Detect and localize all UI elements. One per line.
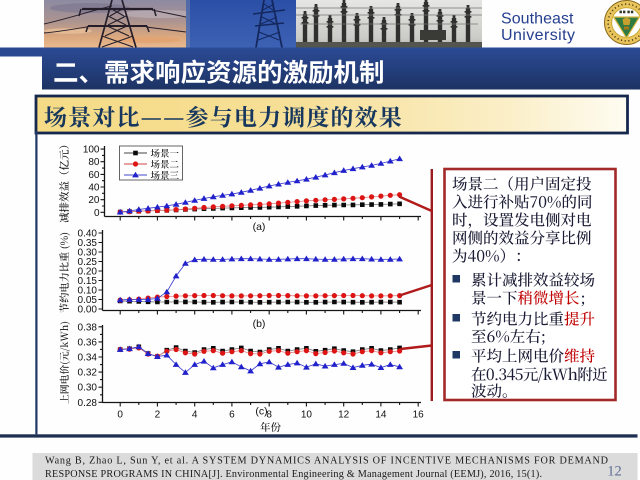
svg-text:20: 20 <box>88 195 100 206</box>
svg-text:0.15: 0.15 <box>78 276 98 287</box>
svg-text:0: 0 <box>94 208 100 219</box>
svg-text:University: University <box>501 27 575 44</box>
svg-text:4: 4 <box>192 410 198 421</box>
svg-text:2: 2 <box>155 410 161 421</box>
svg-text:(b): (b) <box>253 318 266 330</box>
svg-text:16: 16 <box>413 410 425 421</box>
svg-text:Southeast: Southeast <box>501 11 574 28</box>
svg-text:0.36: 0.36 <box>78 337 98 348</box>
svg-text:0.25: 0.25 <box>78 257 98 268</box>
svg-text:Wang B, Zhao L, Sun Y, et al.: Wang B, Zhao L, Sun Y, et al. A SYSTEM D… <box>45 456 608 467</box>
svg-text:100: 100 <box>83 145 100 156</box>
svg-text:0.20: 0.20 <box>78 267 98 278</box>
svg-text:0.38: 0.38 <box>78 322 98 333</box>
svg-text:80: 80 <box>88 157 100 168</box>
svg-text:0.05: 0.05 <box>78 295 98 306</box>
svg-text:0.10: 0.10 <box>78 286 98 297</box>
svg-text:0.30: 0.30 <box>78 248 98 259</box>
svg-text:0.35: 0.35 <box>78 238 98 249</box>
svg-text:0.28: 0.28 <box>78 398 98 409</box>
svg-text:(a): (a) <box>253 221 266 233</box>
svg-text:0: 0 <box>117 410 123 421</box>
svg-text:RESPONSE PROGRAMS IN CHINA[J].: RESPONSE PROGRAMS IN CHINA[J]. Environme… <box>45 469 542 480</box>
svg-text:6: 6 <box>229 410 235 421</box>
svg-text:0.40: 0.40 <box>78 229 98 240</box>
svg-text:10: 10 <box>301 410 313 421</box>
svg-text:60: 60 <box>88 170 100 181</box>
svg-text:40: 40 <box>88 183 100 194</box>
svg-text:0.30: 0.30 <box>78 383 98 394</box>
svg-text:12: 12 <box>607 464 622 480</box>
svg-text:0.32: 0.32 <box>78 368 98 379</box>
svg-text:14: 14 <box>375 410 387 421</box>
svg-text:(c): (c) <box>255 406 267 418</box>
svg-text:12: 12 <box>338 410 350 421</box>
svg-text:8: 8 <box>266 410 272 421</box>
svg-text:0.34: 0.34 <box>78 353 98 364</box>
svg-text:0.00: 0.00 <box>78 305 98 316</box>
